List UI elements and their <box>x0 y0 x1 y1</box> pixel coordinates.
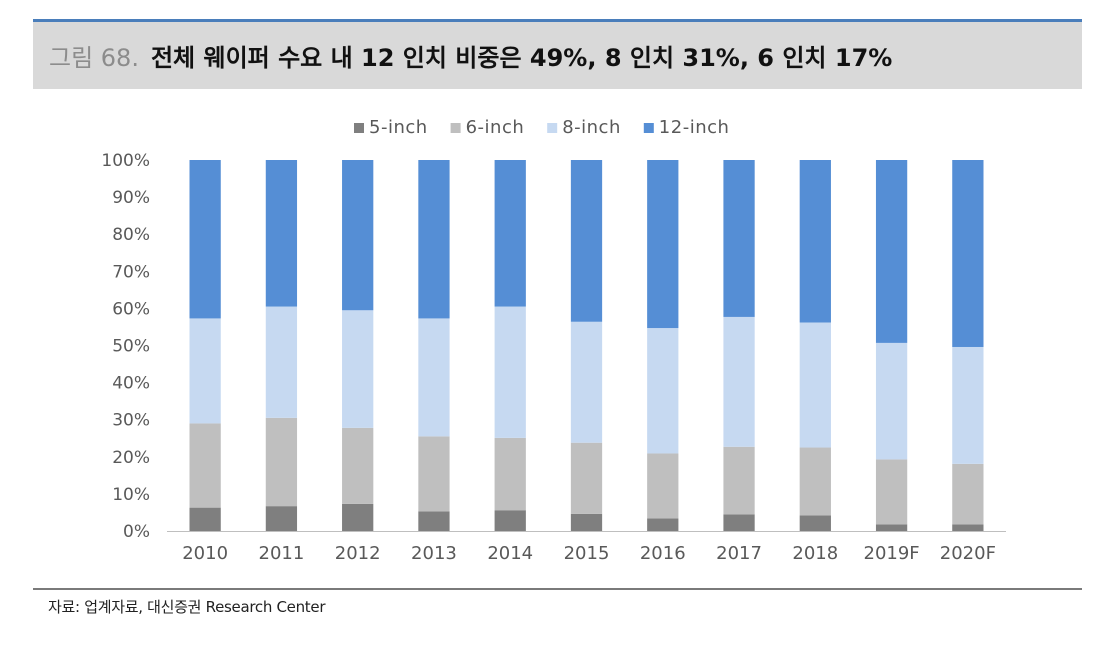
y-tick-label: 0% <box>123 522 150 542</box>
y-tick-label: 10% <box>112 485 150 505</box>
legend-label: 12-inch <box>659 117 730 138</box>
y-tick-label: 100% <box>101 151 150 171</box>
bar-segment <box>799 515 831 531</box>
bar-segment <box>342 160 374 311</box>
bar-segment <box>647 518 679 531</box>
bar-segment <box>875 459 908 525</box>
bar-segment <box>418 160 450 319</box>
bar-segment <box>265 506 298 531</box>
bar-segment <box>265 160 298 307</box>
figure-title: 전체 웨이퍼 수요 내 12 인치 비중은 49%, 8 인치 31%, 6 인… <box>150 44 893 72</box>
bar-segment <box>723 446 755 515</box>
bar-segment <box>875 524 908 531</box>
bar-segment <box>189 423 221 508</box>
source-note: 자료: 업계자료, 대신증권 Research Center <box>48 598 326 616</box>
bar-segment <box>189 507 221 531</box>
legend-swatch <box>354 123 364 133</box>
bar-segment <box>952 346 984 464</box>
bar-segment <box>799 447 831 516</box>
legend-swatch <box>643 123 654 133</box>
x-tick-label: 2020F <box>940 543 996 564</box>
bar-segment <box>952 463 984 525</box>
figure-title-bar: 그림 68. 전체 웨이퍼 수요 내 12 인치 비중은 49%, 8 인치 3… <box>33 22 1082 89</box>
bar-segment <box>570 513 603 531</box>
bar-segment <box>570 321 603 443</box>
x-tick-label: 2016 <box>640 543 686 564</box>
y-tick-label: 30% <box>112 411 150 431</box>
bar-segment <box>418 318 450 437</box>
x-tick-label: 2011 <box>259 543 305 564</box>
bar-segment <box>342 427 374 504</box>
bar-segment <box>799 160 831 323</box>
bar-segment <box>875 342 908 460</box>
x-tick-label: 2013 <box>411 543 457 564</box>
bar-segment <box>647 453 679 519</box>
y-tick-label: 20% <box>112 448 150 468</box>
bar-segment <box>723 160 755 317</box>
bar-segment <box>494 306 526 438</box>
bar-segment <box>647 328 679 454</box>
bar-segment <box>494 510 526 531</box>
legend-swatch <box>547 123 558 133</box>
bar-segment <box>189 160 221 319</box>
x-tick-label: 2010 <box>182 543 228 564</box>
x-tick-label: 2014 <box>487 543 533 564</box>
bar-segment <box>723 514 755 531</box>
bar-segment <box>875 160 908 343</box>
bar-segment <box>342 503 374 531</box>
y-tick-label: 40% <box>112 374 150 394</box>
figure-label: 그림 68. <box>49 44 139 72</box>
y-tick-label: 70% <box>112 262 150 282</box>
legend-swatch <box>450 123 461 133</box>
y-tick-label: 60% <box>112 299 150 319</box>
bar-segment <box>952 160 984 347</box>
bar-segment <box>265 417 298 507</box>
bar-segment <box>647 160 679 329</box>
x-tick-label: 2012 <box>335 543 381 564</box>
bar-segment <box>799 322 831 448</box>
bar-segment <box>570 160 603 322</box>
legend-label: 6-inch <box>466 117 525 138</box>
bar-segment <box>570 442 603 514</box>
y-tick-label: 90% <box>112 188 150 208</box>
x-tick-label: 2015 <box>564 543 610 564</box>
legend-label: 8-inch <box>562 117 621 138</box>
top-rule <box>33 19 1082 22</box>
bar-segment <box>342 310 374 428</box>
x-tick-label: 2019F <box>864 543 920 564</box>
bar-segment <box>494 437 526 511</box>
bar-segment <box>418 436 450 512</box>
bar-segment <box>723 316 755 447</box>
bar-segment <box>494 160 526 307</box>
y-tick-label: 80% <box>112 225 150 245</box>
bar-segment <box>265 306 298 418</box>
x-tick-label: 2018 <box>792 543 838 564</box>
bar-segment <box>418 511 450 531</box>
bar-segment <box>952 524 984 531</box>
bar-segment <box>189 318 221 424</box>
bottom-rule <box>33 588 1082 590</box>
legend-label: 5-inch <box>369 117 428 138</box>
x-tick-label: 2017 <box>716 543 762 564</box>
y-tick-label: 50% <box>112 337 150 357</box>
